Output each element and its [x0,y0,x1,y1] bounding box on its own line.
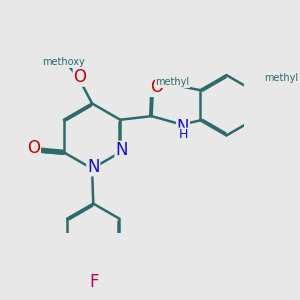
Text: N: N [115,141,128,159]
Text: O: O [74,68,86,86]
Text: methyl: methyl [155,77,190,88]
Text: methoxy: methoxy [42,57,85,68]
Text: methyl: methyl [265,73,298,83]
Text: F: F [90,273,99,291]
Text: N: N [87,158,100,176]
Text: O: O [27,139,40,157]
Text: N: N [177,118,189,136]
Text: H: H [178,128,188,141]
Text: O: O [150,78,163,96]
